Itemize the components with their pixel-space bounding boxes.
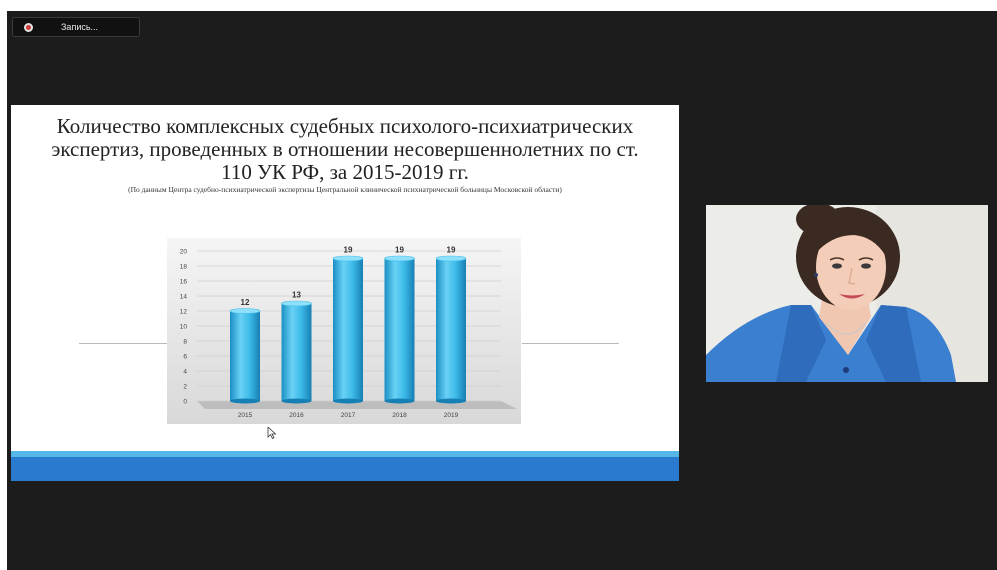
y-tick-label: 14 [180,294,188,301]
bar-body [436,258,466,401]
bar-body [230,311,260,401]
bar-top [332,255,364,262]
y-tick-label: 6 [183,354,187,361]
y-tick-label: 12 [180,309,188,316]
x-tick-label: 2019 [444,412,459,419]
slide-title: Количество комплексных судебных психолог… [51,114,639,184]
bar-top [281,300,312,307]
bar-body [384,258,415,401]
chart-floor [197,401,517,409]
x-tick-label: 2018 [392,412,407,419]
bar-body [333,258,363,401]
bar-base [230,398,260,404]
y-tick-label: 10 [180,324,188,331]
y-tick-label: 2 [183,384,187,391]
data-label: 19 [344,246,353,255]
y-tick-label: 8 [183,339,187,346]
participant-video[interactable] [706,205,988,382]
y-tick-label: 20 [180,249,188,256]
bar-body [281,303,312,401]
slide-subtitle: (По данным Центра судебно-психиатрическо… [128,185,562,194]
record-icon [24,22,33,32]
data-label: 13 [292,291,301,300]
recording-label: Запись... [61,22,99,32]
chart-canvas: 0 2 4 6 8 10 12 14 16 18 20 12 2015 13 2016 19 2017 19 201… [180,246,517,419]
bar-top [384,255,415,262]
y-tick-label: 16 [180,279,188,286]
data-label: 19 [395,246,404,255]
y-tick-label: 18 [180,264,188,271]
bar-base [333,398,363,404]
chart-bar-2015 [229,308,261,404]
chart-bar-2017 [332,255,364,404]
bar-top [229,308,261,314]
recording-indicator[interactable]: Запись... [12,17,140,37]
chart-bar-2019 [435,255,467,404]
bar-base [281,398,312,404]
x-tick-label: 2017 [341,412,356,419]
x-tick-label: 2015 [238,412,253,419]
bar-chart: 0 2 4 6 8 10 12 14 16 18 20 12 2015 13 2016 19 2017 19 201… [167,238,521,424]
chart-bar-2016 [281,300,312,404]
mouse-cursor-icon [267,427,277,439]
x-tick-label: 2016 [289,412,304,419]
shared-slide: Количество комплексных судебных психолог… [11,105,679,481]
data-label: 12 [241,298,250,307]
y-tick-label: 0 [183,399,187,406]
participant-avatar-icon [706,205,988,382]
slide-footer-accent [11,451,679,457]
y-tick-label: 4 [183,369,187,376]
slide-footer-band [11,457,679,481]
bar-base [384,398,415,404]
bar-base [436,398,466,404]
data-label: 19 [447,246,456,255]
chart-bar-2018 [384,255,415,404]
decor-line-left [79,343,167,344]
decor-line-right [522,343,619,344]
bar-top [435,255,467,262]
